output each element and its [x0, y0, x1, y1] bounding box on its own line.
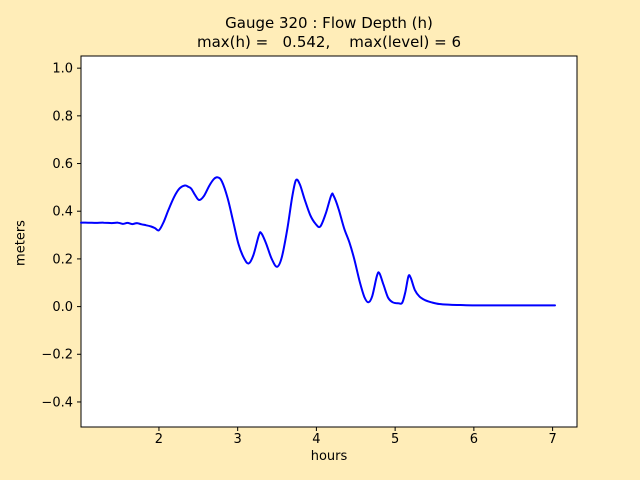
- chart-subtitle: max(h) = 0.542, max(level) = 6: [196, 33, 462, 51]
- x-tick-label: 3: [234, 432, 242, 447]
- y-tick-label: 0.4: [52, 205, 73, 220]
- x-tick-label: 2: [155, 432, 163, 447]
- data-line-layer: [80, 176, 556, 307]
- x-tick-label: 5: [391, 432, 399, 447]
- x-tick-label: 7: [548, 432, 556, 447]
- y-tick-label: 0.6: [52, 157, 73, 172]
- y-tick-label: 0.8: [52, 109, 73, 124]
- axes-background: [80, 55, 578, 428]
- y-tick-label: −0.2: [41, 348, 73, 363]
- y-axis-label: meters: [13, 220, 29, 266]
- y-tick-label: 1.0: [52, 62, 73, 77]
- y-tick-label: −0.4: [41, 395, 73, 410]
- axis-ticks: 2 3 4 5 6 7 1.0 0.8 0.6 0.4 0.2 0.0 −0.2 −0.4: [41, 62, 556, 447]
- y-tick-label: 0.2: [52, 252, 73, 267]
- x-axis-label: hours: [310, 449, 348, 464]
- x-tick-label: 4: [312, 432, 320, 447]
- flow-depth-line: [80, 176, 556, 307]
- y-tick-label: 0.0: [52, 300, 73, 315]
- x-tick-label: 6: [470, 432, 478, 447]
- chart-title: Gauge 320 : Flow Depth (h): [225, 14, 433, 32]
